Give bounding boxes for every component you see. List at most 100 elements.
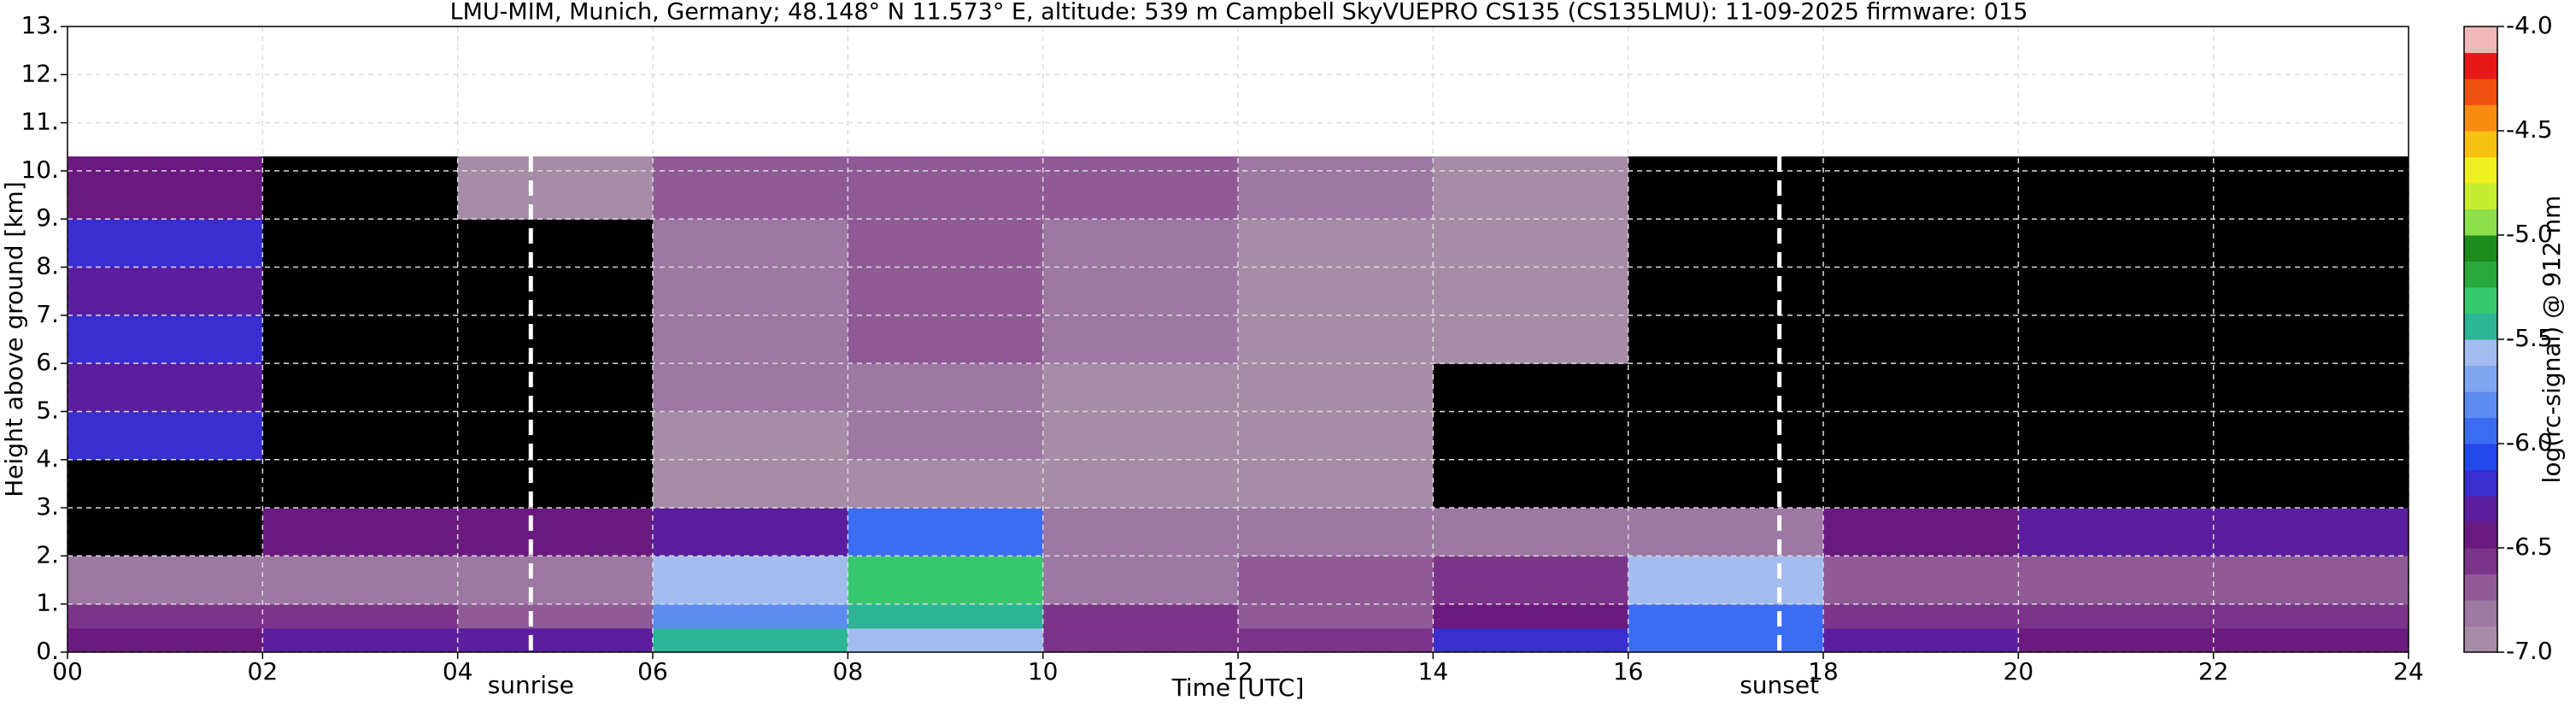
y-tick-label: 7. [36,300,59,328]
heat-cell [1433,411,1629,461]
heat-cell [262,219,459,268]
colorbar-tick-label: -6.5 [2506,532,2553,561]
heat-cell [653,411,848,461]
heat-cell [1433,603,1629,629]
heat-cell [1433,627,1629,653]
y-tick-label: 10. [21,156,59,184]
heat-cell [1238,556,1434,605]
colorbar-swatch [2464,52,2497,79]
heat-cell [1238,267,1434,316]
plot-frame [67,26,2409,653]
colorbar-swatch [2464,626,2497,653]
colorbar-swatch [2464,26,2497,53]
heat-cell [1628,508,1824,556]
colorbar-swatch [2464,287,2497,314]
heat-cell [1433,556,1629,605]
heat-cell [67,556,263,605]
x-tick-label: 20 [2004,657,2034,685]
colorbar-tick-label: -4.0 [2506,11,2553,39]
heat-cell [457,219,654,268]
x-tick-label: 02 [248,657,279,685]
event-label: sunrise [488,671,574,699]
heat-cell [653,556,848,605]
chart-title: LMU-MIM, Munich, Germany; 48.148° N 11.5… [450,0,2028,26]
colorbar-tick-label: -6.0 [2506,428,2553,456]
heat-cell [1042,315,1239,364]
x-tick-label: 14 [1418,657,1449,685]
heat-cell [848,219,1044,268]
heat-cell [2213,411,2409,461]
y-tick-label: 11. [21,108,59,136]
heat-cell [2213,156,2409,220]
heat-cell [2213,459,2409,509]
heat-cell [1628,315,1824,364]
heat-cell [1628,459,1824,509]
heat-cell [262,156,459,220]
heat-cell [848,411,1044,461]
heat-cell [1042,603,1239,629]
colorbar-swatch [2464,156,2497,184]
heat-cell [457,156,654,220]
heat-cell [1433,267,1629,316]
x-tick-label: 24 [2393,657,2424,685]
heat-cell [653,459,848,509]
heat-cell [1238,508,1434,556]
colorbar-swatch [2464,339,2497,366]
heat-cell [67,156,263,220]
y-tick-label: 1. [36,589,59,617]
heat-cell [1433,156,1629,220]
heat-cell [1042,219,1239,268]
y-tick-label: 9. [36,203,59,232]
heat-cell [457,267,654,316]
heat-cell [1823,156,2019,220]
colorbar-tick-label: -5.5 [2506,324,2553,352]
colorbar-tick-label: -7.0 [2506,637,2553,665]
heat-cell [262,267,459,316]
heat-cell [1823,267,2019,316]
y-tick-label: 6. [36,348,59,376]
heat-cell [1238,363,1434,412]
heat-cell [1433,315,1629,364]
x-axis-label: Time [UTC] [1171,674,1305,702]
heat-cell [2018,603,2215,629]
colorbar-swatch [2464,417,2497,444]
heat-cell [67,363,263,412]
heat-cell [653,603,848,629]
y-tick-label: 2. [36,540,59,568]
heat-cell [262,603,459,629]
y-tick-label: 8. [36,252,59,280]
heat-cell [67,508,263,556]
heat-cell [1628,156,1824,220]
heat-cell [1042,556,1239,605]
heat-cell [262,459,459,509]
colorbar-label: log(rc-signal) @ 912 nm [2538,196,2566,484]
y-tick-label: 13. [21,11,59,39]
heat-cell [67,267,263,316]
heat-cell [848,556,1044,605]
heat-cell [1433,219,1629,268]
heat-cell [1823,459,2019,509]
x-tick-label: 06 [637,657,668,685]
heat-cell [1823,603,2019,629]
heat-cell [457,627,654,653]
heat-cell [2213,315,2409,364]
heat-cell [2018,459,2215,509]
heat-cell [848,315,1044,364]
heat-cell [457,556,654,605]
heat-cell [1823,556,2019,605]
heat-cell [1042,411,1239,461]
heat-cell [2213,627,2409,653]
heat-cell [457,411,654,461]
y-tick-label: 5. [36,396,59,424]
colorbar-swatch [2464,261,2497,288]
colorbar-swatch [2464,79,2497,105]
heat-cell [262,315,459,364]
heat-cell [67,603,263,629]
heat-cell [848,627,1044,653]
heat-cell [2018,156,2215,220]
heat-cell [1042,459,1239,509]
heat-cell [848,363,1044,412]
heat-cell [2018,315,2215,364]
colorbar-swatch [2464,183,2497,209]
heat-cell [1628,219,1824,268]
